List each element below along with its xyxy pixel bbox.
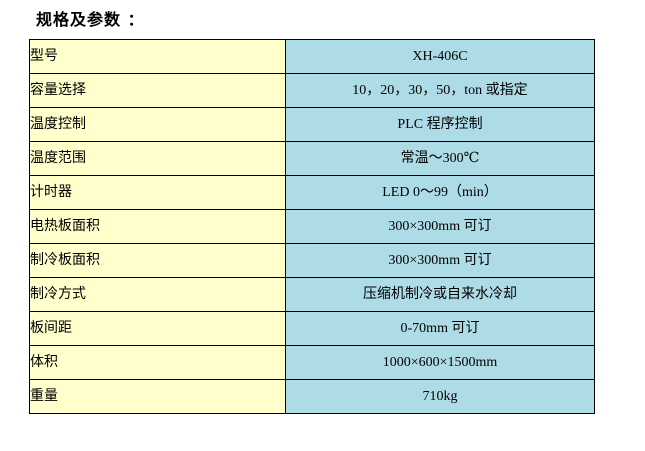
table-row: 制冷方式 压缩机制冷或自来水冷却	[29, 277, 595, 312]
spec-value-temp-range: 常温～300℃	[285, 141, 595, 176]
table-row: 温度控制 PLC 程序控制	[29, 107, 595, 142]
spec-value-weight: 710kg	[285, 379, 595, 414]
spec-value-plate-spacing: 0-70mm 可订	[285, 311, 595, 346]
table-row: 型号 XH-406C	[29, 39, 595, 74]
spec-value-heating-plate-area: 300×300mm 可订	[285, 209, 595, 244]
spec-label-heating-plate-area: 电热板面积	[29, 209, 286, 244]
spec-label-temp-control: 温度控制	[29, 107, 286, 142]
table-row: 容量选择 10，20，30，50，ton 或指定	[29, 73, 595, 108]
spec-value-temp-control: PLC 程序控制	[285, 107, 595, 142]
table-row: 制冷板面积 300×300mm 可订	[29, 243, 595, 278]
spec-value-capacity: 10，20，30，50，ton 或指定	[285, 73, 595, 108]
page-title: 规格及参数 ：	[36, 10, 145, 29]
spec-value-volume: 1000×600×1500mm	[285, 345, 595, 380]
spec-label-plate-spacing: 板间距	[29, 311, 286, 346]
spec-label-cooling-plate-area: 制冷板面积	[29, 243, 286, 278]
spec-label-capacity: 容量选择	[29, 73, 286, 108]
spec-value-timer: LED 0～99（min）	[285, 175, 595, 210]
table-row: 计时器 LED 0～99（min）	[29, 175, 595, 210]
spec-label-volume: 体积	[29, 345, 286, 380]
spec-value-model: XH-406C	[285, 39, 595, 74]
spec-value-cooling-method: 压缩机制冷或自来水冷却	[285, 277, 595, 312]
table-row: 温度范围 常温～300℃	[29, 141, 595, 176]
table-row: 板间距 0-70mm 可订	[29, 311, 595, 346]
table-row: 体积 1000×600×1500mm	[29, 345, 595, 380]
spec-value-cooling-plate-area: 300×300mm 可订	[285, 243, 595, 278]
spec-label-weight: 重量	[29, 379, 286, 414]
spec-label-model: 型号	[29, 39, 286, 74]
table-row: 电热板面积 300×300mm 可订	[29, 209, 595, 244]
spec-table-body: 型号 XH-406C 容量选择 10，20，30，50，ton 或指定 温度控制…	[29, 39, 595, 414]
spec-label-temp-range: 温度范围	[29, 141, 286, 176]
table-row: 重量 710kg	[29, 379, 595, 414]
spec-label-cooling-method: 制冷方式	[29, 277, 286, 312]
spec-label-timer: 计时器	[29, 175, 286, 210]
spec-table: 型号 XH-406C 容量选择 10，20，30，50，ton 或指定 温度控制…	[29, 39, 595, 414]
